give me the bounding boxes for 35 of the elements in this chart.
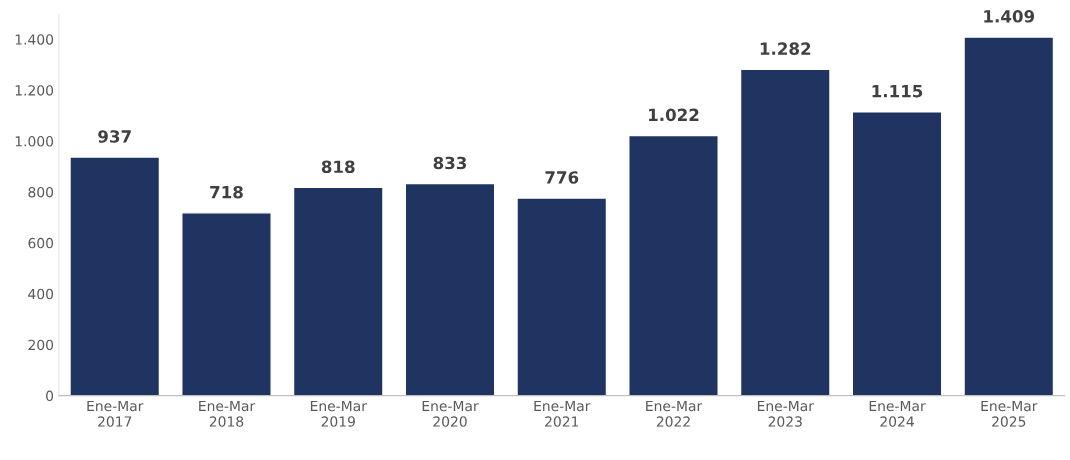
y-tick-label: 200 — [28, 339, 54, 351]
y-tick-label: 1.000 — [15, 136, 54, 147]
x-tick-label: Ene-Mar 2018 — [199, 400, 256, 427]
y-tick-label: 400 — [28, 288, 54, 300]
bar — [404, 182, 496, 396]
x-tick-label: Ene-Mar 2020 — [422, 400, 479, 427]
data-label: 818 — [321, 160, 355, 174]
y-tick-label: 0 — [46, 390, 54, 402]
data-label: 718 — [210, 185, 243, 199]
x-tick-label: Ene-Mar 2025 — [981, 400, 1038, 427]
x-tick-label: Ene-Mar 2023 — [757, 400, 814, 427]
x-tick-label: Ene-Mar 2022 — [646, 400, 703, 427]
bar — [739, 68, 831, 396]
x-tick-label: Ene-Mar 2019 — [310, 400, 367, 427]
bar — [628, 134, 719, 396]
y-tick-label: 1.400 — [15, 34, 54, 45]
x-tick-label: Ene-Mar 2021 — [534, 400, 591, 427]
data-label: 1.282 — [760, 42, 811, 55]
data-label: 776 — [545, 171, 579, 184]
bar — [181, 212, 272, 396]
data-label: 937 — [98, 130, 131, 143]
x-tick-label: Ene-Mar 2024 — [869, 400, 926, 427]
data-label: 1.022 — [649, 108, 699, 122]
data-label: 833 — [433, 156, 467, 170]
data-label: 1.115 — [872, 85, 923, 98]
bar — [851, 111, 943, 396]
bar — [292, 186, 384, 396]
y-tick-label: 1.200 — [15, 85, 54, 96]
y-tick-label: 600 — [28, 237, 54, 249]
x-tick-label: Ene-Mar 2017 — [87, 400, 144, 427]
data-label: 1.409 — [984, 10, 1035, 23]
bar — [69, 156, 161, 396]
bar — [516, 197, 608, 396]
y-tick-label: 800 — [28, 186, 54, 198]
bar — [963, 36, 1055, 396]
